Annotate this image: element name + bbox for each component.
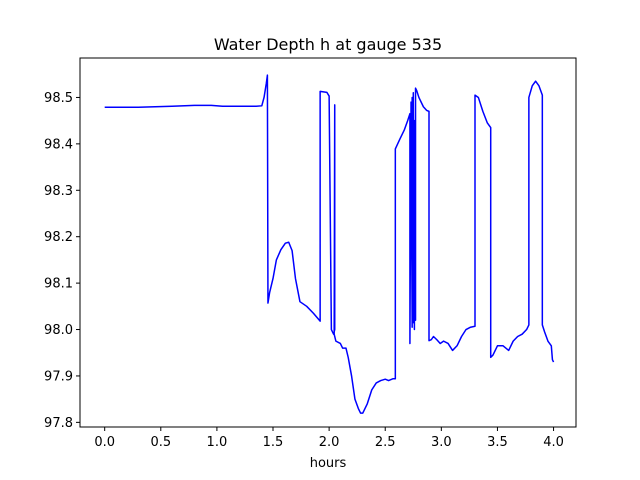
y-tick-label: 98.5 xyxy=(44,91,73,106)
y-tick-label: 98.0 xyxy=(44,323,73,338)
chart-title: Water Depth h at gauge 535 xyxy=(214,35,442,54)
x-tick-label: 0.5 xyxy=(150,435,171,450)
x-tick-label: 4.0 xyxy=(543,435,564,450)
y-axis: 97.8 97.9 98.0 98.1 98.2 98.3 98.4 98.5 xyxy=(44,91,80,431)
x-axis-label: hours xyxy=(310,456,347,471)
y-tick-label: 98.2 xyxy=(44,230,73,245)
x-tick-label: 3.5 xyxy=(487,435,508,450)
x-tick-label: 1.5 xyxy=(263,435,284,450)
series-line xyxy=(104,74,555,414)
series-line-group xyxy=(104,74,555,414)
y-tick-label: 97.9 xyxy=(44,369,73,384)
x-tick-label: 2.0 xyxy=(319,435,340,450)
x-axis: 0.0 0.5 1.0 1.5 2.0 2.5 3.0 3.5 4.0 xyxy=(94,427,564,450)
y-tick-label: 97.8 xyxy=(44,416,73,431)
x-tick-label: 3.0 xyxy=(431,435,452,450)
x-tick-label: 0.0 xyxy=(94,435,115,450)
x-tick-label: 1.0 xyxy=(207,435,228,450)
x-tick-label: 2.5 xyxy=(375,435,396,450)
y-tick-label: 98.4 xyxy=(44,137,73,152)
plot-frame xyxy=(79,57,577,428)
y-tick-label: 98.3 xyxy=(44,184,73,199)
y-tick-label: 98.1 xyxy=(44,277,73,292)
